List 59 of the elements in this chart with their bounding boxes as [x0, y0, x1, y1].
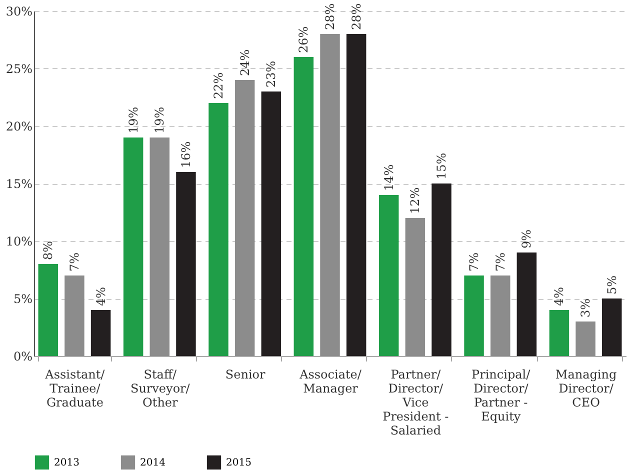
data-label: 16%: [178, 141, 193, 168]
bar: [208, 103, 228, 356]
data-label: 22%: [211, 72, 226, 99]
data-label: 24%: [238, 49, 252, 76]
bar: [490, 276, 510, 356]
bar: [38, 264, 58, 356]
y-tick-label: 20%: [6, 120, 32, 134]
bar: [549, 310, 570, 356]
data-label: 26%: [296, 26, 311, 53]
data-label: 3%: [578, 298, 593, 318]
x-tick-label: Principal/ Director/ Partner - Equity: [472, 368, 532, 424]
data-label: 7%: [67, 252, 82, 272]
bar: [516, 252, 537, 356]
legend-label: 2014: [140, 457, 166, 468]
bar: [64, 276, 84, 356]
bar: [576, 322, 596, 356]
bar: [234, 80, 255, 356]
data-label: 7%: [467, 252, 482, 272]
data-label: 9%: [520, 229, 534, 248]
x-tick-label: Senior: [225, 368, 266, 382]
y-tick-label: 0%: [13, 350, 32, 364]
data-label: 28%: [349, 3, 364, 30]
bar: [602, 298, 622, 356]
data-label: 28%: [323, 3, 337, 30]
y-tick-label: 25%: [6, 62, 32, 76]
data-label: 4%: [552, 286, 566, 306]
bar: [150, 138, 170, 356]
legend-label: 2015: [226, 457, 252, 468]
y-tick-label: 10%: [6, 234, 32, 248]
data-label: 15%: [434, 152, 449, 180]
bar: [176, 172, 196, 356]
bar: [294, 57, 314, 356]
data-label: 4%: [94, 286, 108, 306]
bar: [123, 138, 144, 356]
x-tick-label: Associate/ Manager: [298, 368, 362, 396]
y-tick-label: 15%: [6, 177, 32, 191]
x-tick-label: Assistant/ Trainee/ Graduate: [44, 368, 106, 410]
legend-label: 2013: [54, 457, 80, 468]
x-tick-label: Managing Director/ CEO: [555, 368, 617, 410]
x-tick-label: Partner/ Director/ Vice President - Salaried: [382, 368, 449, 438]
data-label: 12%: [408, 187, 422, 214]
bar: [320, 34, 340, 356]
data-label: 5%: [604, 275, 619, 294]
bar: [432, 184, 452, 356]
x-tick-label: Staff/ Surveyor/ Other: [130, 368, 191, 410]
data-label: 14%: [382, 164, 396, 191]
y-tick-label: 5%: [13, 292, 32, 306]
bar: [378, 195, 399, 356]
data-label: 23%: [264, 60, 278, 88]
bar: [405, 218, 426, 356]
data-label: 19%: [152, 106, 167, 134]
data-label: 8%: [41, 240, 56, 260]
bar: [261, 92, 282, 356]
data-label: 7%: [493, 252, 508, 272]
y-tick-label: 30%: [6, 4, 32, 18]
bar: [346, 34, 366, 356]
bar: [90, 310, 111, 356]
bar: [464, 276, 484, 356]
data-label: 19%: [126, 106, 140, 134]
